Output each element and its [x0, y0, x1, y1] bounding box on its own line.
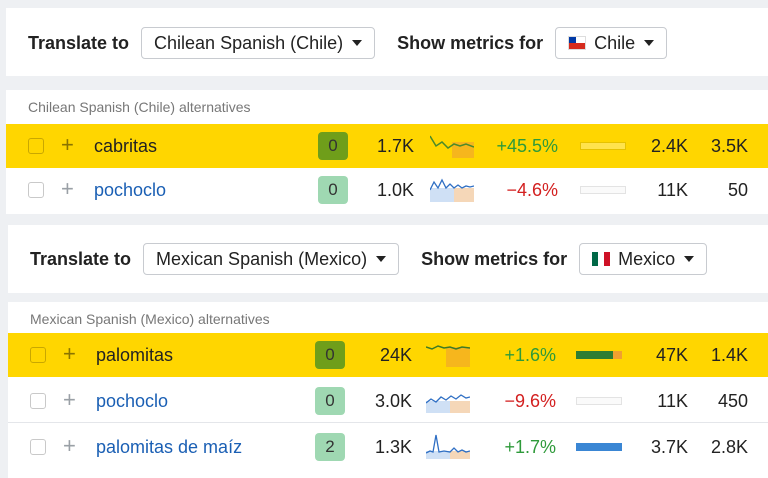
plus-icon[interactable]: +: [61, 132, 74, 157]
clicks: 50: [727, 180, 748, 200]
traffic: 11K: [657, 391, 688, 411]
traffic: 11K: [657, 180, 688, 200]
row-checkbox[interactable]: [30, 393, 46, 409]
sparkline-icon: [426, 434, 470, 459]
results-panel-mexico: Mexican Spanish (Mexico) alternatives + …: [8, 302, 768, 478]
traffic: 2.4K: [650, 136, 688, 156]
chile-flag-icon: [568, 36, 587, 50]
volume: 1.0K: [376, 180, 414, 200]
toolbar-panel-mexico: Translate to Mexican Spanish (Mexico) Sh…: [8, 225, 768, 293]
row-checkbox[interactable]: [28, 138, 44, 154]
translate-to-label: Translate to: [28, 32, 130, 53]
traffic-bar-fill: [576, 443, 622, 451]
table-row: + pochoclo 0 1.0K −4.6% 11K 50: [6, 168, 768, 212]
mexico-flag-icon: [592, 252, 611, 266]
caret-down-icon: [684, 256, 695, 262]
language-dropdown[interactable]: Mexican Spanish (Mexico): [143, 243, 400, 275]
plus-icon[interactable]: +: [63, 341, 76, 366]
change: +1.6%: [504, 345, 556, 365]
kd-badge: 0: [315, 341, 345, 369]
country-dropdown[interactable]: Chile: [555, 27, 668, 59]
caret-down-icon: [352, 40, 363, 46]
traffic-bar: [580, 186, 626, 194]
clicks: 2.8K: [710, 437, 748, 457]
volume: 3.0K: [374, 391, 412, 411]
volume: 1.3K: [374, 437, 412, 457]
keyword[interactable]: pochoclo: [96, 391, 169, 411]
table-row: + cabritas 0 1.7K +45.5% 2.4K 3.5K: [6, 124, 768, 168]
change: +45.5%: [496, 136, 558, 156]
section-title: Chilean Spanish (Chile) alternatives: [28, 99, 251, 115]
change: −9.6%: [504, 391, 556, 411]
language-dropdown[interactable]: Chilean Spanish (Chile): [141, 27, 376, 59]
language-value: Mexican Spanish (Mexico): [156, 248, 368, 269]
table-row: + pochoclo 0 3.0K −9.6% 11K 450: [8, 379, 768, 423]
kd-badge: 0: [318, 132, 348, 160]
traffic-bar: [580, 142, 626, 150]
show-metrics-label: Show metrics for: [397, 32, 544, 53]
kd-badge: 0: [318, 176, 348, 204]
sparkline-icon: [426, 394, 470, 413]
caret-down-icon: [644, 40, 655, 46]
traffic-bar: [576, 351, 622, 359]
caret-down-icon: [376, 256, 387, 262]
plus-icon[interactable]: +: [61, 176, 74, 201]
keyword[interactable]: cabritas: [94, 136, 158, 156]
sparkline-icon: [430, 178, 474, 202]
sparkline-icon: [430, 135, 474, 158]
traffic: 47K: [655, 345, 688, 365]
traffic-bar: [576, 397, 622, 405]
row-checkbox[interactable]: [30, 347, 46, 363]
traffic: 3.7K: [650, 437, 688, 457]
show-metrics-label: Show metrics for: [421, 248, 568, 269]
keyword[interactable]: palomitas: [96, 345, 174, 365]
volume: 1.7K: [376, 136, 414, 156]
clicks: 450: [717, 391, 748, 411]
language-value: Chilean Spanish (Chile): [154, 32, 344, 53]
clicks: 1.4K: [710, 345, 748, 365]
change: +1.7%: [504, 437, 556, 457]
translate-toolbar: Translate to Chilean Spanish (Chile) Sho…: [28, 26, 668, 60]
keyword[interactable]: pochoclo: [94, 180, 167, 200]
country-value: Mexico: [618, 248, 676, 269]
row-checkbox[interactable]: [28, 182, 44, 198]
table-row: + palomitas 0 24K +1.6% 47K 1.4K: [8, 333, 768, 377]
table-row: + palomitas de maíz 2 1.3K +1.7% 3.7K 2.…: [8, 425, 768, 469]
change: −4.6%: [506, 180, 558, 200]
sparkline-icon: [426, 345, 470, 367]
row-checkbox[interactable]: [30, 439, 46, 455]
clicks: 3.5K: [710, 136, 748, 156]
toolbar-panel-chile: Translate to Chilean Spanish (Chile) Sho…: [6, 8, 768, 76]
country-value: Chile: [594, 32, 636, 53]
plus-icon[interactable]: +: [63, 433, 76, 458]
translate-toolbar: Translate to Mexican Spanish (Mexico) Sh…: [30, 242, 708, 276]
kd-badge: 2: [315, 433, 345, 461]
plus-icon[interactable]: +: [63, 387, 76, 412]
translate-to-label: Translate to: [30, 248, 132, 269]
traffic-bar: [576, 443, 622, 451]
results-panel-chile: Chilean Spanish (Chile) alternatives + c…: [6, 90, 768, 214]
kd-badge: 0: [315, 387, 345, 415]
section-title: Mexican Spanish (Mexico) alternatives: [30, 311, 270, 327]
keyword[interactable]: palomitas de maíz: [96, 437, 243, 457]
volume: 24K: [379, 345, 412, 365]
traffic-bar-fill: [576, 351, 613, 359]
country-dropdown[interactable]: Mexico: [579, 243, 708, 275]
